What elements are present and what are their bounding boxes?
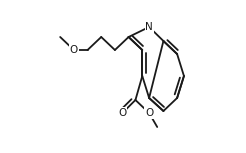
Text: N: N (145, 22, 153, 32)
Text: O: O (70, 45, 78, 55)
Text: O: O (145, 108, 153, 118)
Text: O: O (118, 108, 126, 118)
